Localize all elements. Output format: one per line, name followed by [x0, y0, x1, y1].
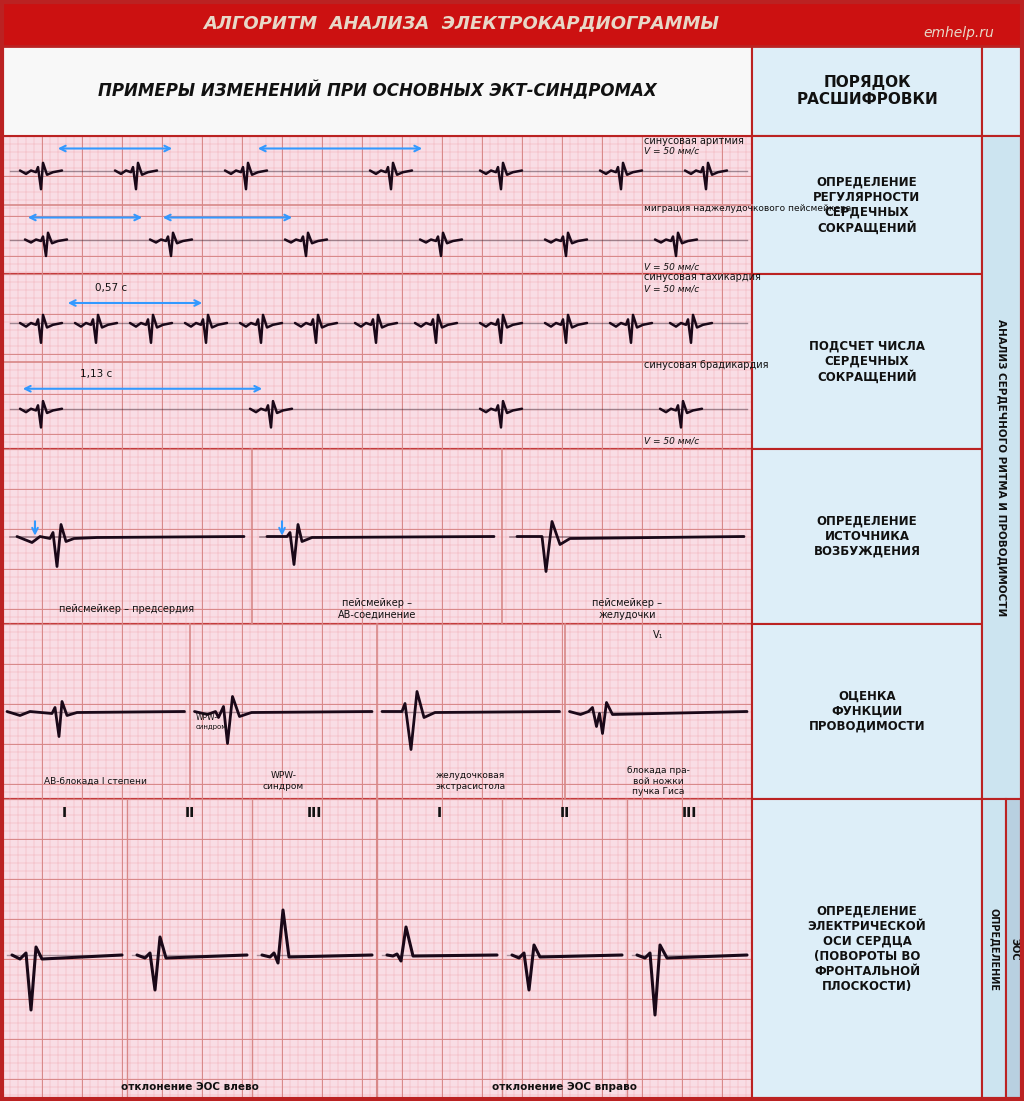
Text: 0,57 с: 0,57 с	[95, 283, 127, 293]
Text: синусовая аритмия: синусовая аритмия	[644, 137, 743, 146]
Bar	[2, 2, 1022, 46]
Text: АНАЛИЗ СЕРДЕЧНОГО РИТМА И ПРОВОДИМОСТИ: АНАЛИЗ СЕРДЕЧНОГО РИТМА И ПРОВОДИМОСТИ	[997, 319, 1007, 617]
Bar	[752, 624, 982, 799]
Bar	[2, 449, 752, 624]
Text: V = 50 мм/с: V = 50 мм/с	[644, 148, 699, 156]
Text: II: II	[559, 806, 569, 820]
Bar	[752, 449, 982, 624]
Text: отклонение ЭОС влево: отклонение ЭОС влево	[121, 1082, 258, 1092]
Bar	[2, 799, 752, 1099]
Text: отклонение ЭОС вправо: отклонение ЭОС вправо	[492, 1082, 637, 1092]
Bar	[752, 46, 982, 137]
Text: WPW-: WPW-	[196, 713, 218, 722]
Bar	[1006, 799, 1022, 1099]
Text: АЛГОРИТМ  АНАЛИЗА  ЭЛЕКТРОКАРДИОГРАММЫ: АЛГОРИТМ АНАЛИЗА ЭЛЕКТРОКАРДИОГРАММЫ	[203, 14, 719, 32]
Text: emhelp.ru: emhelp.ru	[924, 26, 994, 40]
Text: пейсмейкер – предсердия: пейсмейкер – предсердия	[59, 604, 195, 614]
Bar	[752, 137, 982, 274]
Text: синдром: синдром	[196, 723, 227, 730]
Bar	[2, 46, 752, 137]
Bar	[982, 137, 1022, 799]
Text: миграция наджелудочкового пейсмейкера: миграция наджелудочкового пейсмейкера	[644, 204, 851, 212]
Text: блокада пра-
вой ножки
пучка Гиса: блокада пра- вой ножки пучка Гиса	[627, 766, 690, 796]
Text: пейсмейкер –
желудочки: пейсмейкер – желудочки	[592, 598, 662, 620]
Bar	[2, 274, 752, 449]
Text: V₁: V₁	[653, 630, 664, 640]
Bar	[2, 137, 752, 274]
Text: ПРИМЕРЫ ИЗМЕНЕНИЙ ПРИ ОСНОВНЫХ ЭКТ-СИНДРОМАХ: ПРИМЕРЫ ИЗМЕНЕНИЙ ПРИ ОСНОВНЫХ ЭКТ-СИНДР…	[97, 81, 656, 100]
Text: синусовая тахикардия: синусовая тахикардия	[644, 272, 761, 282]
Text: ПОРЯДОК
РАСШИФРОВКИ: ПОРЯДОК РАСШИФРОВКИ	[796, 75, 938, 107]
Bar	[982, 46, 1022, 137]
Text: I: I	[437, 806, 442, 820]
Bar	[752, 799, 982, 1099]
Text: желудочковая
экстрасистола: желудочковая экстрасистола	[435, 772, 506, 791]
Bar	[752, 274, 982, 449]
Text: синусовая брадикардия: синусовая брадикардия	[644, 360, 768, 370]
Text: АВ-блокада I степени: АВ-блокада I степени	[44, 776, 147, 785]
Text: WPW-
синдром: WPW- синдром	[262, 772, 304, 791]
Text: III: III	[307, 806, 323, 820]
Text: ОПРЕДЕЛЕНИЕ
РЕГУЛЯРНОСТИ
СЕРДЕЧНЫХ
СОКРАЩЕНИЙ: ОПРЕДЕЛЕНИЕ РЕГУЛЯРНОСТИ СЕРДЕЧНЫХ СОКРА…	[813, 175, 921, 235]
Text: ОПРЕДЕЛЕНИЕ
ИСТОЧНИКА
ВОЗБУЖДЕНИЯ: ОПРЕДЕЛЕНИЕ ИСТОЧНИКА ВОЗБУЖДЕНИЯ	[813, 515, 921, 558]
Text: ОПРЕДЕЛЕНИЕ: ОПРЕДЕЛЕНИЕ	[989, 907, 999, 991]
Text: V = 50 мм/с: V = 50 мм/с	[644, 263, 699, 272]
Text: 1,13 с: 1,13 с	[80, 369, 113, 379]
Text: ЭОС: ЭОС	[1009, 938, 1019, 960]
Bar	[982, 799, 1006, 1099]
Text: V = 50 мм/с: V = 50 мм/с	[644, 437, 699, 446]
Text: V = 50 мм/с: V = 50 мм/с	[644, 284, 699, 293]
Text: ОПРЕДЕЛЕНИЕ
ЭЛЕКТРИЧЕСКОЙ
ОСИ СЕРДЦА
(ПОВОРОТЫ ВО
ФРОНТАЛЬНОЙ
ПЛОСКОСТИ): ОПРЕДЕЛЕНИЕ ЭЛЕКТРИЧЕСКОЙ ОСИ СЕРДЦА (ПО…	[808, 905, 927, 993]
Text: ОЦЕНКА
ФУНКЦИИ
ПРОВОДИМОСТИ: ОЦЕНКА ФУНКЦИИ ПРОВОДИМОСТИ	[809, 690, 926, 733]
Text: пейсмейкер –
АВ-соединение: пейсмейкер – АВ-соединение	[338, 598, 416, 620]
Text: ПОДСЧЕТ ЧИСЛА
СЕРДЕЧНЫХ
СОКРАЩЕНИЙ: ПОДСЧЕТ ЧИСЛА СЕРДЕЧНЫХ СОКРАЩЕНИЙ	[809, 339, 925, 383]
Bar	[2, 624, 752, 799]
Text: II: II	[184, 806, 195, 820]
Text: I: I	[61, 806, 67, 820]
Text: III: III	[682, 806, 697, 820]
